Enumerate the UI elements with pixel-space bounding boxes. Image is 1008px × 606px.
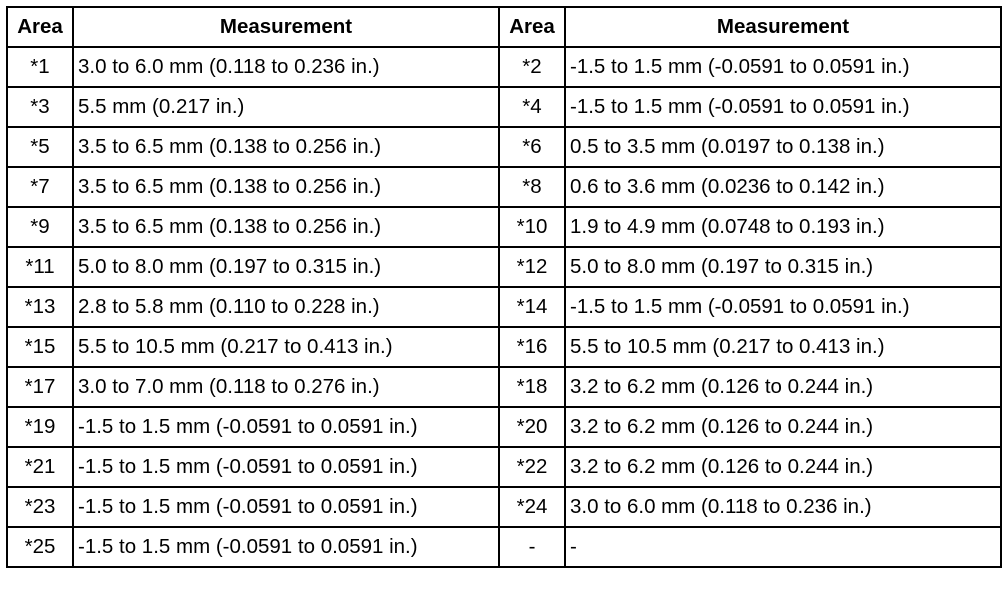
header-cell: Measurement bbox=[72, 6, 500, 48]
area-cell: *4 bbox=[498, 86, 566, 128]
measurement-cell: -1.5 to 1.5 mm (-0.0591 to 0.0591 in.) bbox=[564, 46, 1002, 88]
area-cell: - bbox=[498, 526, 566, 568]
measurement-cell: -1.5 to 1.5 mm (-0.0591 to 0.0591 in.) bbox=[564, 86, 1002, 128]
table-row: *9 3.5 to 6.5 mm (0.138 to 0.256 in.) *10 1… bbox=[6, 206, 1002, 248]
table-row: *23 -1.5 to 1.5 mm (-0.0591 to 0.0591 in.… bbox=[6, 486, 1002, 528]
table-row: *15 5.5 to 10.5 mm (0.217 to 0.413 in.) *1… bbox=[6, 326, 1002, 368]
measurement-cell: -1.5 to 1.5 mm (-0.0591 to 0.0591 in.) bbox=[564, 286, 1002, 328]
area-cell: *23 bbox=[6, 486, 74, 528]
table-row: *11 5.0 to 8.0 mm (0.197 to 0.315 in.) *12… bbox=[6, 246, 1002, 288]
area-cell: *25 bbox=[6, 526, 74, 568]
measurement-cell: 0.6 to 3.6 mm (0.0236 to 0.142 in.) bbox=[564, 166, 1002, 208]
measurement-cell: 2.8 to 5.8 mm (0.110 to 0.228 in.) bbox=[72, 286, 500, 328]
header-row: Area Measurement Area Measurement bbox=[6, 6, 1002, 48]
measurement-cell: 5.5 to 10.5 mm (0.217 to 0.413 in.) bbox=[564, 326, 1002, 368]
area-cell: *21 bbox=[6, 446, 74, 488]
area-cell: *5 bbox=[6, 126, 74, 168]
header-cell: Area bbox=[498, 6, 566, 48]
measurement-cell: 5.5 mm (0.217 in.) bbox=[72, 86, 500, 128]
area-cell: *3 bbox=[6, 86, 74, 128]
table-row: *17 3.0 to 7.0 mm (0.118 to 0.276 in.) *18… bbox=[6, 366, 1002, 408]
measurement-cell: 3.2 to 6.2 mm (0.126 to 0.244 in.) bbox=[564, 446, 1002, 488]
measurement-cell: 3.2 to 6.2 mm (0.126 to 0.244 in.) bbox=[564, 366, 1002, 408]
area-cell: *6 bbox=[498, 126, 566, 168]
measurement-cell: 0.5 to 3.5 mm (0.0197 to 0.138 in.) bbox=[564, 126, 1002, 168]
area-cell: *8 bbox=[498, 166, 566, 208]
area-cell: *22 bbox=[498, 446, 566, 488]
table-row: *25 -1.5 to 1.5 mm (-0.0591 to 0.0591 in.… bbox=[6, 526, 1002, 568]
measurement-cell: 3.0 to 6.0 mm (0.118 to 0.236 in.) bbox=[564, 486, 1002, 528]
measurement-cell: 1.9 to 4.9 mm (0.0748 to 0.193 in.) bbox=[564, 206, 1002, 248]
table-row: *5 3.5 to 6.5 mm (0.138 to 0.256 in.) *6 0.… bbox=[6, 126, 1002, 168]
measurement-cell: 5.0 to 8.0 mm (0.197 to 0.315 in.) bbox=[72, 246, 500, 288]
table-row: *1 3.0 to 6.0 mm (0.118 to 0.236 in.) *2 -1… bbox=[6, 46, 1002, 88]
area-cell: *1 bbox=[6, 46, 74, 88]
measurement-cell: - bbox=[564, 526, 1002, 568]
measurement-cell: 5.5 to 10.5 mm (0.217 to 0.413 in.) bbox=[72, 326, 500, 368]
measurement-cell: 3.0 to 6.0 mm (0.118 to 0.236 in.) bbox=[72, 46, 500, 88]
area-cell: *15 bbox=[6, 326, 74, 368]
area-cell: *17 bbox=[6, 366, 74, 408]
area-cell: *11 bbox=[6, 246, 74, 288]
measurement-cell: 3.5 to 6.5 mm (0.138 to 0.256 in.) bbox=[72, 206, 500, 248]
area-cell: *7 bbox=[6, 166, 74, 208]
measurement-table: Area Measurement Area Measurement *1 3.0 to … bbox=[6, 6, 1002, 568]
measurement-cell: 3.0 to 7.0 mm (0.118 to 0.276 in.) bbox=[72, 366, 500, 408]
area-cell: *20 bbox=[498, 406, 566, 448]
area-cell: *14 bbox=[498, 286, 566, 328]
measurement-cell: -1.5 to 1.5 mm (-0.0591 to 0.0591 in.) bbox=[72, 446, 500, 488]
measurement-cell: 5.0 to 8.0 mm (0.197 to 0.315 in.) bbox=[564, 246, 1002, 288]
table-row: *13 2.8 to 5.8 mm (0.110 to 0.228 in.) *14… bbox=[6, 286, 1002, 328]
area-cell: *9 bbox=[6, 206, 74, 248]
measurement-cell: -1.5 to 1.5 mm (-0.0591 to 0.0591 in.) bbox=[72, 486, 500, 528]
area-cell: *19 bbox=[6, 406, 74, 448]
table-body: *1 3.0 to 6.0 mm (0.118 to 0.236 in.) *2 -1… bbox=[6, 46, 1002, 568]
area-cell: *13 bbox=[6, 286, 74, 328]
area-cell: *18 bbox=[498, 366, 566, 408]
measurement-cell: -1.5 to 1.5 mm (-0.0591 to 0.0591 in.) bbox=[72, 406, 500, 448]
measurement-cell: -1.5 to 1.5 mm (-0.0591 to 0.0591 in.) bbox=[72, 526, 500, 568]
area-cell: *16 bbox=[498, 326, 566, 368]
area-cell: *10 bbox=[498, 206, 566, 248]
area-cell: *12 bbox=[498, 246, 566, 288]
header-cell: Measurement bbox=[564, 6, 1002, 48]
header-cell: Area bbox=[6, 6, 74, 48]
area-cell: *2 bbox=[498, 46, 566, 88]
table-row: *3 5.5 mm (0.217 in.) *4 -1.5 to 1.5 mm (-0… bbox=[6, 86, 1002, 128]
area-cell: *24 bbox=[498, 486, 566, 528]
table-row: *21 -1.5 to 1.5 mm (-0.0591 to 0.0591 in.… bbox=[6, 446, 1002, 488]
measurement-cell: 3.2 to 6.2 mm (0.126 to 0.244 in.) bbox=[564, 406, 1002, 448]
measurement-cell: 3.5 to 6.5 mm (0.138 to 0.256 in.) bbox=[72, 126, 500, 168]
table-row: *7 3.5 to 6.5 mm (0.138 to 0.256 in.) *8 0.… bbox=[6, 166, 1002, 208]
measurement-cell: 3.5 to 6.5 mm (0.138 to 0.256 in.) bbox=[72, 166, 500, 208]
table-row: *19 -1.5 to 1.5 mm (-0.0591 to 0.0591 in.… bbox=[6, 406, 1002, 448]
